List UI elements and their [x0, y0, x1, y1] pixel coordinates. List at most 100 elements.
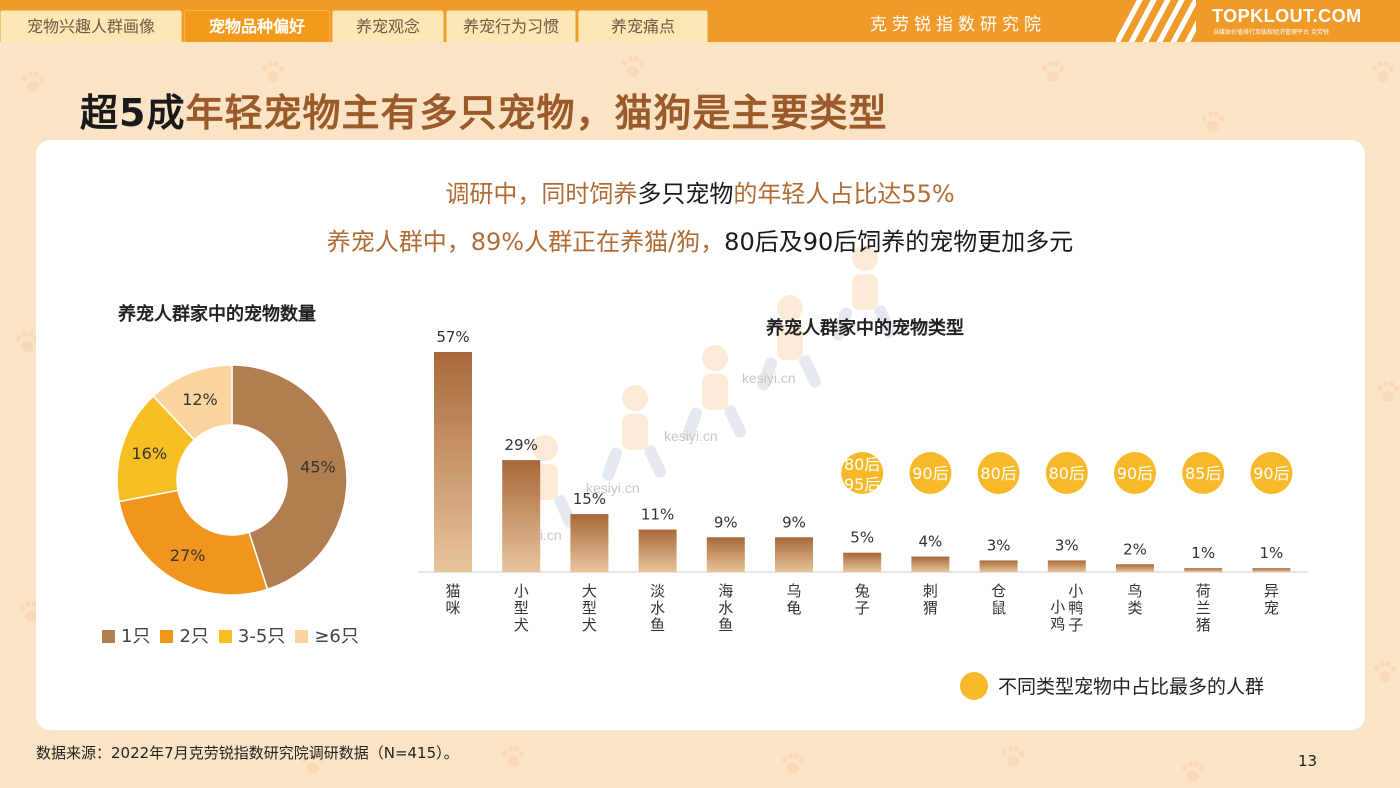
tab-pet-breed-preference[interactable]: 宠物品种偏好 — [184, 10, 330, 42]
tab-pet-pain-points[interactable]: 养宠痛点 — [578, 10, 708, 42]
category-label: 大 — [582, 582, 597, 600]
top-group-badge-label: 80后 — [980, 464, 1016, 483]
runner-illustration — [832, 245, 897, 341]
bar-value-label: 4% — [919, 533, 943, 551]
donut-legend: 1只 2只 3-5只 ≥6只 — [102, 622, 369, 648]
donut-slice-label: 27% — [170, 546, 206, 565]
data-source-note: 数据来源：2022年7月克劳锐指数研究院调研数据（N=415）。 — [36, 744, 459, 762]
bar — [570, 514, 609, 572]
logo-tagline: 自媒体价值排行及版权经济管理平台 克劳锐 — [1213, 29, 1329, 36]
headline-1-b: 多只宠物 — [637, 180, 734, 208]
category-label: 类 — [1127, 599, 1142, 617]
paw-print-icon — [1375, 380, 1400, 406]
donut-slice-label: 12% — [182, 390, 218, 409]
legend-swatch — [102, 630, 115, 643]
top-group-badge — [841, 452, 884, 494]
donut-slice-label: 16% — [131, 444, 167, 463]
paw-print-icon — [300, 752, 326, 778]
category-label: 乌 — [786, 582, 801, 600]
top-group-badge — [1182, 452, 1225, 494]
tab-pet-interest-profile[interactable]: 宠物兴趣人群画像 — [0, 10, 182, 42]
category-label: 兔 — [855, 582, 870, 600]
category-label: 鱼 — [718, 616, 733, 634]
bar-value-label: 29% — [505, 436, 538, 454]
top-group-badge-label: 80后 — [844, 455, 880, 474]
paw-print-icon — [620, 55, 646, 81]
category-label: 猬 — [923, 599, 938, 617]
top-group-badge-label: 90后 — [1253, 464, 1289, 483]
runner-illustration — [602, 385, 667, 481]
bar — [911, 556, 950, 572]
category-label: 犬 — [514, 616, 529, 634]
top-group-badge-label: 85后 — [1185, 464, 1221, 483]
legend-item: ≥6只 — [295, 622, 359, 648]
paw-print-icon — [500, 745, 526, 771]
page-title: 超5成年轻宠物主有多只宠物，猫狗是主要类型 — [80, 82, 887, 137]
bar-legend-label: 不同类型宠物中占比最多的人群 — [998, 676, 1265, 698]
category-label: 仓 — [991, 582, 1006, 600]
top-group-badge — [1250, 452, 1293, 494]
paw-print-icon — [1000, 745, 1026, 771]
bar-value-label: 2% — [1123, 540, 1147, 558]
donut-slice — [152, 364, 233, 441]
legend-item: 3-5只 — [218, 622, 286, 648]
category-label: 鸭 — [1068, 599, 1083, 617]
legend-item: 2只 — [160, 622, 209, 648]
category-label: 鼠 — [991, 599, 1006, 617]
tab-pet-behavior[interactable]: 养宠行为习惯 — [446, 10, 576, 42]
legend-label: 1只 — [121, 626, 151, 647]
donut-slice — [118, 489, 269, 596]
topklout-logo: TOPKLOUT.COM — [1212, 6, 1362, 26]
bar — [1184, 568, 1223, 572]
bar-value-label: 15% — [573, 490, 606, 508]
paw-print-icon — [1040, 60, 1066, 86]
category-label: 荷 — [1196, 582, 1211, 600]
watermark: kesiyi.cn — [742, 370, 796, 386]
bar — [706, 537, 745, 572]
legend-swatch — [295, 630, 309, 643]
donut-chart-title: 养宠人群家中的宠物数量 — [118, 304, 316, 325]
content-card — [36, 140, 1365, 730]
legend-item: 1只 — [102, 622, 150, 648]
bar — [775, 537, 813, 572]
bar-value-label: 9% — [782, 513, 806, 531]
donut-slice-label: 45% — [300, 457, 336, 476]
tab-pet-concept[interactable]: 养宠观念 — [332, 10, 444, 42]
brand-name: 克劳锐指数研究院 — [870, 15, 1046, 35]
headline-1: 调研中，同时饲养多只宠物的年轻人占比达55% — [0, 174, 1400, 209]
category-label: 犬 — [582, 616, 597, 634]
category-label: 龟 — [786, 599, 801, 617]
bar — [638, 529, 677, 572]
watermark: kesiyi.cn — [586, 480, 640, 496]
category-label: 猫 — [445, 582, 460, 600]
bar — [1047, 560, 1086, 572]
category-label: 小 — [514, 582, 529, 600]
paw-print-icon — [1370, 60, 1396, 86]
paw-print-icon — [1200, 110, 1226, 136]
category-label: 小 — [1068, 582, 1083, 600]
paw-print-icon — [20, 70, 46, 96]
top-group-badge — [977, 452, 1020, 494]
category-label: 型 — [514, 599, 529, 617]
runner-illustration — [757, 295, 822, 391]
paw-print-icon — [260, 60, 286, 86]
category-label: 子 — [1068, 616, 1083, 634]
watermark: kesiyi.cn — [664, 428, 718, 444]
legend-label: 3-5只 — [237, 626, 286, 647]
bar-value-label: 5% — [850, 529, 874, 547]
category-label: 咪 — [445, 599, 460, 617]
category-label: 水 — [718, 599, 733, 617]
pet-count-donut-chart: 45% 27% 16% 12% — [116, 364, 348, 596]
bar-legend: 不同类型宠物中占比最多的人群 — [960, 672, 1264, 700]
donut-slice — [231, 364, 348, 591]
bar — [434, 352, 472, 572]
top-group-badge-label: 80后 — [1049, 464, 1085, 483]
legend-swatch — [218, 630, 232, 643]
headline-1-a: 调研中，同时饲养 — [445, 180, 638, 208]
headline-1-c: 的年轻人占比达55% — [733, 180, 955, 208]
top-group-badge — [909, 452, 952, 494]
page-number: 13 — [1298, 752, 1318, 770]
top-group-badge-label: 90后 — [912, 464, 948, 483]
paw-print-icon — [14, 330, 40, 356]
headline-2: 养宠人群中，89%人群正在养猫/狗，80后及90后饲养的宠物更加多元 — [0, 222, 1400, 257]
